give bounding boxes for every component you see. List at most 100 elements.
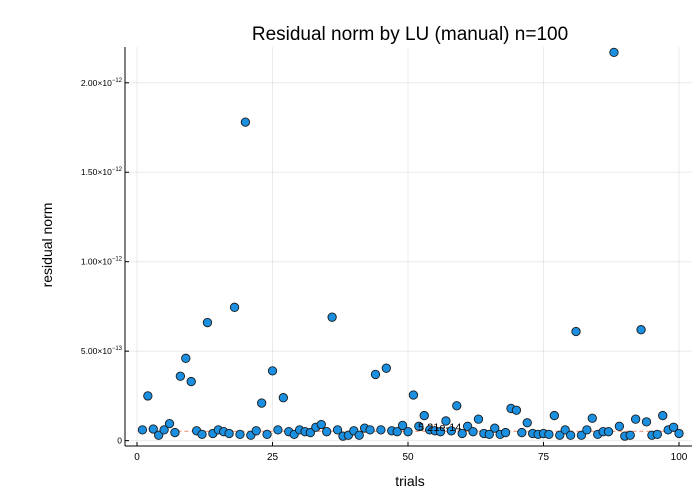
data-point [636,325,646,335]
data-point [609,47,619,58]
data-point [257,398,267,408]
data-point [143,391,153,401]
data-point [262,429,272,440]
data-point [565,430,576,440]
data-point [435,427,446,437]
y-tick-mantissa: 1.00×10 [81,257,112,267]
grid-lines [125,47,692,446]
y-tick-labels: 05.00×10−131.00×10−121.50×10−122.00×10−1… [81,78,123,446]
data-point [392,427,402,437]
data-point [175,371,186,381]
y-tick-label: 1.00×10−12 [81,257,123,267]
data-point [332,425,343,435]
data-point [251,426,261,436]
y-tick-mantissa: 2.00×10 [81,78,112,88]
data-point [365,425,375,435]
data-point [408,390,419,400]
x-tick-label: 75 [538,452,550,463]
data-point [549,410,559,421]
data-point [468,427,478,437]
data-point [397,420,408,431]
data-point [381,363,391,373]
data-point [446,426,457,436]
data-point [630,414,641,424]
data-point [240,117,251,127]
data-point [500,427,511,438]
data-point [603,427,614,437]
data-point [164,418,175,429]
data-point [674,428,684,439]
data-point [490,423,500,433]
data-point [587,413,597,423]
data-point [571,326,581,337]
data-point [511,405,522,415]
data-point [197,429,207,440]
data-point [457,428,467,439]
data-point [625,430,635,440]
y-tick-exponent: −12 [112,167,123,173]
x-tick-label: 100 [671,452,688,463]
data-point [278,393,288,403]
data-point [148,424,158,434]
data-point [267,366,278,376]
axes [124,47,692,447]
data-point [181,353,191,363]
data-point [652,429,662,440]
data-point [576,430,587,440]
data-point [555,430,565,440]
data-point [614,421,625,431]
data-point [224,428,234,439]
y-tick-label: 2.00×10−12 [81,78,123,88]
data-point [370,369,381,380]
data-point [473,414,484,424]
data-point [419,410,429,421]
data-point [403,427,413,437]
data-point [159,425,169,435]
data-point [137,425,148,435]
y-tick-exponent: −12 [112,78,123,84]
x-tick-label: 25 [267,452,279,463]
data-point [641,417,652,427]
y-tick-mantissa: 5.00×10 [81,346,112,356]
x-tick-label: 50 [402,452,414,463]
data-point [273,425,283,435]
data-point [327,312,337,322]
data-point [316,419,326,430]
data-point [668,422,679,432]
data-point [376,425,386,435]
data-point [202,317,213,328]
data-point [170,427,180,438]
x-axis-label: trials [395,473,425,489]
data-point [522,418,532,428]
y-tick-exponent: −12 [112,257,123,263]
data-point [441,416,451,426]
y-tick-label: 0 [117,436,122,446]
data-point [322,427,332,437]
y-tick-exponent: −13 [112,346,123,352]
data-point [517,427,527,438]
data-point [414,421,424,431]
y-tick-label: 5.00×10−13 [81,346,123,356]
data-point [560,425,570,435]
data-point [544,429,554,440]
mean-annotation: 5.21e-14 [418,422,461,434]
y-axis-label: residual norm [39,203,55,288]
data-point [186,376,196,387]
data-point [235,429,245,440]
data-point [154,430,164,440]
data-point [305,427,316,438]
y-tick-label: 1.50×10−12 [81,167,123,177]
data-points [137,47,684,441]
data-point [582,425,592,435]
data-point [462,421,473,431]
data-point [658,410,668,421]
data-point [452,401,462,411]
chart-title: Residual norm by LU (manual) n=100 [252,24,568,45]
data-point [229,302,240,312]
y-tick-mantissa: 1.50×10 [81,167,112,177]
data-point [484,429,494,440]
x-tick-labels: 0 25 50 75 100 [134,452,688,463]
data-point [354,430,364,440]
x-tick-label: 0 [134,452,140,463]
